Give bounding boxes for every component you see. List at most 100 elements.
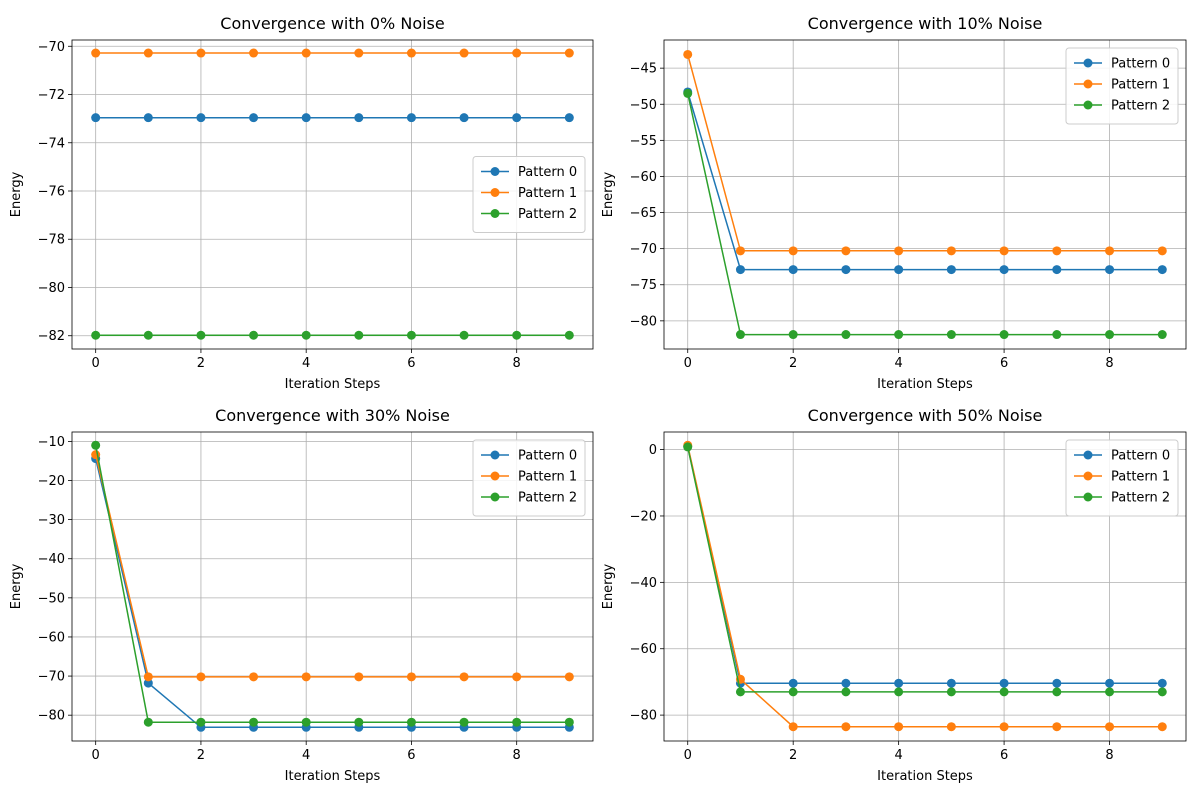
- y-tick-label: −72: [38, 88, 65, 103]
- legend-marker-pattern-2: [1083, 492, 1093, 502]
- y-axis-label: Energy: [9, 171, 24, 217]
- data-point-pattern-1: [196, 672, 206, 682]
- data-point-pattern-1: [249, 48, 259, 58]
- series-line-pattern-2: [94, 445, 570, 723]
- series-line-pattern-1: [686, 54, 1163, 252]
- data-point-pattern-2: [683, 88, 693, 98]
- data-point-pattern-2: [354, 330, 364, 340]
- data-point-pattern-0: [1157, 678, 1167, 688]
- data-point-pattern-1: [894, 722, 904, 732]
- data-point-pattern-1: [459, 48, 469, 58]
- data-point-pattern-2: [512, 330, 522, 340]
- data-point-pattern-1: [406, 672, 416, 682]
- series-line-pattern-0: [686, 446, 1163, 684]
- data-point-pattern-0: [301, 113, 311, 123]
- legend-label-pattern-1: Pattern 1: [518, 470, 577, 485]
- data-point-pattern-1: [1105, 246, 1115, 256]
- y-tick-label: −80: [38, 281, 65, 296]
- data-point-pattern-2: [249, 330, 259, 340]
- x-tick-label: 2: [789, 748, 797, 763]
- legend-marker-pattern-0: [490, 167, 500, 176]
- data-point-pattern-2: [683, 442, 693, 452]
- data-point-pattern-2: [841, 330, 851, 340]
- data-point-pattern-0: [564, 113, 574, 123]
- y-tick-label: −10: [38, 435, 65, 450]
- data-point-pattern-0: [143, 113, 153, 123]
- legend-label-pattern-1: Pattern 1: [518, 186, 577, 201]
- data-point-pattern-1: [1052, 722, 1062, 732]
- x-tick-label: 2: [197, 748, 205, 763]
- x-tick-label: 6: [1000, 356, 1008, 371]
- data-point-pattern-2: [459, 717, 469, 727]
- legend-label-pattern-0: Pattern 0: [1111, 449, 1170, 464]
- legend-marker-pattern-1: [1083, 471, 1093, 481]
- data-point-pattern-0: [946, 678, 956, 688]
- x-tick-label: 6: [407, 356, 415, 371]
- y-tick-label: −60: [38, 630, 65, 645]
- legend-marker-pattern-2: [490, 492, 500, 502]
- y-tick-label: −80: [38, 709, 65, 724]
- chart-panel-3: 0 2 4 6 8 −80 −60 −40 −20 0 Convergence with 50% N…: [601, 406, 1187, 784]
- data-point-pattern-0: [459, 113, 469, 123]
- x-tick-label: 4: [894, 748, 902, 763]
- data-point-pattern-2: [788, 687, 798, 697]
- series-line-pattern-1: [94, 454, 570, 678]
- chart-title: Convergence with 0% Noise: [220, 14, 444, 33]
- data-point-pattern-0: [1105, 265, 1115, 275]
- axes-frame: [71, 39, 594, 350]
- data-point-pattern-2: [143, 330, 153, 340]
- data-point-pattern-0: [1157, 265, 1167, 275]
- data-point-pattern-0: [841, 678, 851, 688]
- data-point-pattern-2: [143, 717, 153, 727]
- data-point-pattern-0: [406, 113, 416, 123]
- data-point-pattern-0: [894, 678, 904, 688]
- data-point-pattern-2: [91, 330, 101, 340]
- data-point-pattern-0: [91, 113, 101, 123]
- data-point-pattern-1: [249, 672, 259, 682]
- x-tick-label: 4: [302, 356, 310, 371]
- data-point-pattern-2: [894, 687, 904, 697]
- legend-label-pattern-1: Pattern 1: [1111, 470, 1170, 485]
- y-tick-label: −60: [630, 170, 657, 185]
- legend: Pattern 0 Pattern 1 Pattern 2: [472, 156, 586, 233]
- legend-label-pattern-2: Pattern 2: [1111, 99, 1170, 114]
- data-point-pattern-1: [512, 672, 522, 682]
- legend: Pattern 0 Pattern 1 Pattern 2: [1065, 439, 1179, 517]
- y-tick-label: −20: [630, 509, 657, 524]
- data-point-pattern-1: [196, 48, 206, 58]
- chart-panel-1: 0 2 4 6 8 −80 −75 −70 −65 −60 −55 −50 −45 Convergence…: [601, 14, 1187, 392]
- data-point-pattern-2: [1105, 330, 1115, 340]
- data-point-pattern-0: [1052, 265, 1062, 275]
- y-tick-label: −74: [38, 136, 65, 151]
- legend-label-pattern-0: Pattern 0: [518, 449, 577, 464]
- y-tick-label: −55: [630, 134, 657, 149]
- data-point-pattern-1: [1052, 246, 1062, 256]
- data-point-pattern-1: [354, 672, 364, 682]
- data-point-pattern-0: [512, 113, 522, 123]
- data-point-pattern-1: [143, 672, 153, 682]
- series-line-pattern-0: [94, 458, 570, 729]
- data-point-pattern-1: [354, 48, 364, 58]
- data-point-pattern-1: [946, 246, 956, 256]
- data-point-pattern-2: [406, 717, 416, 727]
- legend-marker-pattern-1: [490, 471, 500, 481]
- y-tick-label: −40: [38, 552, 65, 567]
- data-point-pattern-2: [564, 717, 574, 727]
- data-point-pattern-0: [999, 265, 1009, 275]
- x-tick-label: 8: [513, 356, 521, 371]
- x-tick-label: 6: [407, 748, 415, 763]
- legend-marker-pattern-0: [1083, 58, 1093, 68]
- x-tick-label: 4: [302, 748, 310, 763]
- legend-marker-pattern-0: [1083, 450, 1093, 460]
- x-axis-label: Iteration Steps: [877, 377, 973, 392]
- y-axis-label: Energy: [601, 563, 616, 609]
- y-tick-label: −45: [630, 62, 657, 77]
- data-point-pattern-1: [1157, 722, 1167, 732]
- data-point-pattern-1: [841, 246, 851, 256]
- legend-marker-pattern-2: [490, 209, 500, 218]
- series-line-pattern-2: [686, 93, 1163, 336]
- y-tick-label: −60: [630, 642, 657, 657]
- chart-title: Convergence with 10% Noise: [808, 14, 1043, 33]
- y-tick-label: −20: [38, 474, 65, 489]
